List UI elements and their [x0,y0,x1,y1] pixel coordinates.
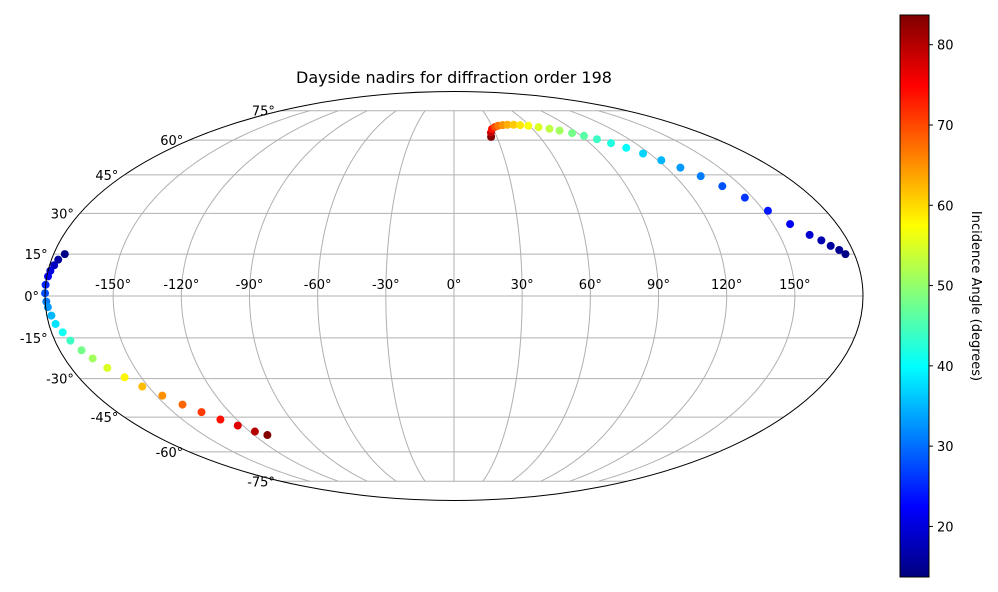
latitude-tick-label: 75° [252,105,275,120]
longitude-tick-label: 30° [511,278,534,293]
colorbar-tick-label: 70 [937,119,954,134]
longitude-gridline [598,110,796,482]
data-point [58,328,67,337]
latitude-tick-label: -75° [247,475,275,490]
longitude-gridline [482,110,523,482]
data-point [817,236,826,245]
colorbar-gradient [899,14,930,578]
data-point [555,126,564,135]
longitude-gridline [511,110,591,482]
data-point [250,427,259,436]
longitude-tick-label: -120° [163,278,199,293]
map-frame [44,91,864,501]
latitude-tick-label: 0° [24,290,39,305]
data-point [622,143,631,152]
latitude-tick-label: -60° [156,446,184,461]
longitude-gridline [180,110,339,482]
data-point [77,346,86,355]
data-point [718,182,727,191]
longitude-gridline [248,110,368,482]
longitude-gridline [317,110,397,482]
data-point [676,163,685,172]
data-point [639,149,648,158]
data-point [88,354,97,363]
data-point [509,120,518,129]
data-point [606,139,615,148]
latitude-tick-label: -45° [91,411,119,426]
data-point [579,131,588,140]
data-point [233,421,242,430]
data-point [503,120,512,129]
longitude-tick-label: 150° [779,278,810,293]
data-point [138,382,147,391]
data-point [786,220,795,229]
data-point [516,121,525,130]
data-point [54,255,63,264]
colorbar-tick-label: 40 [937,360,954,375]
data-point [103,363,112,372]
latitude-tick-label: -30° [46,373,74,388]
data-point [47,311,56,320]
data-point [66,336,75,345]
longitude-tick-label: 60° [579,278,602,293]
data-point [197,408,206,417]
latitude-tick-labels: -75° -60° -45° -30° -15° 0° 15° 30° 45° 60° 75° [20,105,275,491]
longitude-tick-label: 90° [647,278,670,293]
data-point [763,206,772,215]
data-point [216,415,225,424]
colorbar-tick-label: 60 [937,199,954,214]
chart-title: Dayside nadirs for diffraction order 198 [296,68,612,87]
data-point [44,272,53,281]
data-point [60,250,69,259]
data-point [263,431,272,440]
latitude-tick-label: 15° [25,248,48,263]
colorbar-ticks: 20 30 40 50 60 70 80 [929,39,954,535]
data-point [841,250,850,259]
longitude-tick-label: 0° [447,278,462,293]
colorbar-label: Incidence Angle (degrees) [968,211,983,381]
latitude-tick-label: 45° [95,169,118,184]
data-point [657,156,666,165]
latitude-tick-label: 30° [51,207,74,222]
longitude-gridline [385,110,426,482]
data-point [534,123,543,132]
colorbar-tick-label: 80 [937,39,954,54]
data-points [41,120,850,440]
data-point [120,373,129,382]
data-point [592,135,601,144]
map-graticule [45,110,863,482]
longitude-gridline [540,110,660,482]
latitude-tick-label: -15° [20,332,48,347]
data-point [835,245,844,254]
data-point [696,172,705,181]
colorbar-tick-label: 20 [937,520,954,535]
data-point [826,241,835,250]
longitude-gridline [112,110,310,482]
data-point [805,230,814,239]
longitude-tick-label: -30° [372,278,400,293]
longitude-tick-label: -90° [236,278,264,293]
data-point [545,124,554,133]
colorbar-tick-label: 30 [937,440,954,455]
latitude-tick-label: 60° [160,134,183,149]
longitude-tick-label: -60° [304,278,332,293]
data-point [158,391,167,400]
longitude-tick-label: 120° [711,278,742,293]
data-point [568,129,577,138]
data-point [740,193,749,202]
data-point [524,121,533,130]
longitude-tick-label: -150° [95,278,131,293]
data-point [178,400,187,409]
colorbar: 20 30 40 50 60 70 80 Incidence Angle (degrees) [899,14,983,578]
colorbar-tick-label: 50 [937,280,954,295]
longitude-tick-labels: -150° -120° -90° -60° -30° 0° 30° 60° 90° 120° 150… [95,278,810,293]
data-point [51,319,60,328]
